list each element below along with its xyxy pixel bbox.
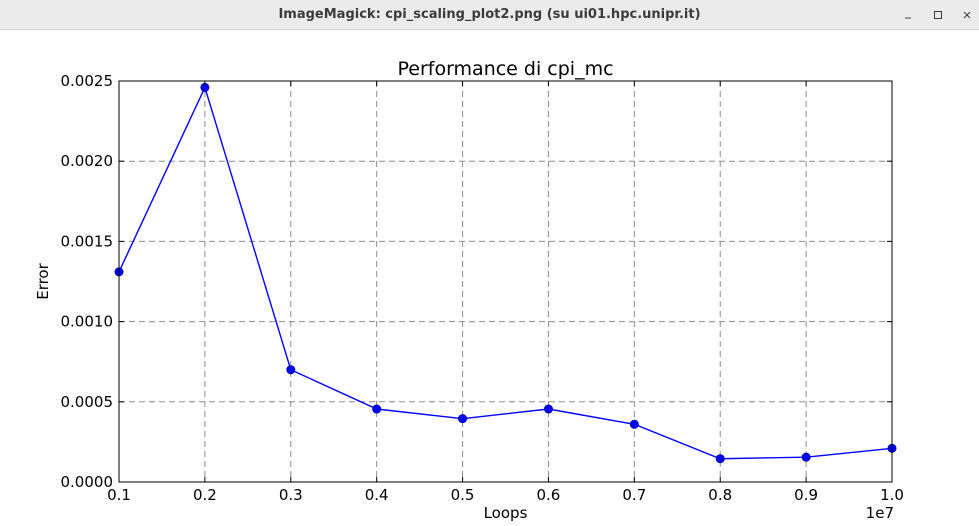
x-tick-label: 0.7 xyxy=(622,486,646,504)
y-tick-label: 0.0015 xyxy=(61,232,114,250)
series-layer xyxy=(114,82,897,464)
y-tick-label: 0.0000 xyxy=(61,473,114,491)
x-tick-label: 0.3 xyxy=(279,486,303,504)
tick-labels: 0.1 0.2 0.3 0.4 0.5 0.6 0.7 0.8 0.9 1.0 0.0000 0.00… xyxy=(61,72,904,504)
close-icon xyxy=(962,10,972,20)
series-line xyxy=(118,85,893,460)
y-tick-label: 0.0020 xyxy=(61,152,114,170)
x-tick-label: 0.4 xyxy=(365,486,389,504)
maximize-button[interactable] xyxy=(927,5,949,25)
data-point xyxy=(801,452,811,462)
x-tick-label: 0.9 xyxy=(794,486,818,504)
minimize-icon xyxy=(903,10,913,20)
ticks xyxy=(118,80,893,483)
x-tick-label: 0.2 xyxy=(193,486,217,504)
x-tick-label: 0.5 xyxy=(451,486,475,504)
x-offset-label: 1e7 xyxy=(866,504,894,522)
x-tick-label: 0.6 xyxy=(537,486,561,504)
window-title: ImageMagick: cpi_scaling_plot2.png (su u… xyxy=(278,7,701,22)
x-tick-label: 0.8 xyxy=(708,486,732,504)
x-axis-label: Loops xyxy=(484,504,528,522)
minimize-button[interactable] xyxy=(897,5,919,25)
axes-frame xyxy=(118,80,893,483)
chart-title: Performance di cpi_mc xyxy=(397,58,613,80)
data-point xyxy=(543,404,553,414)
line-chart: 0.1 0.2 0.3 0.4 0.5 0.6 0.7 0.8 0.9 1.0 0.0000 0.00… xyxy=(34,58,904,522)
data-point xyxy=(715,454,725,464)
plot-image: 0.1 0.2 0.3 0.4 0.5 0.6 0.7 0.8 0.9 1.0 0.0000 0.00… xyxy=(0,31,979,526)
data-point xyxy=(629,419,639,429)
data-point xyxy=(458,414,468,424)
close-button[interactable] xyxy=(956,5,978,25)
y-tick-label: 0.0005 xyxy=(61,393,114,411)
grid xyxy=(119,81,892,482)
x-tick-label: 1.0 xyxy=(880,486,904,504)
y-tick-label: 0.0025 xyxy=(61,72,114,90)
y-tick-label: 0.0010 xyxy=(61,313,114,331)
y-axis-label: Error xyxy=(34,262,52,299)
maximize-icon xyxy=(933,10,943,20)
data-point xyxy=(286,365,296,375)
data-point xyxy=(372,404,382,414)
title-bar[interactable]: ImageMagick: cpi_scaling_plot2.png (su u… xyxy=(0,0,979,30)
x-tick-label: 0.1 xyxy=(107,486,131,504)
